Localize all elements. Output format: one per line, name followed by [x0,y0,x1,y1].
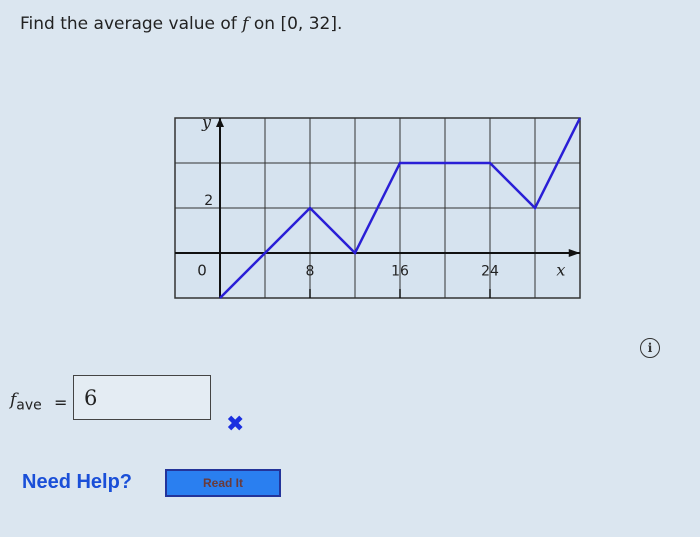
x-axis-arrow [568,249,580,257]
answer-input[interactable] [73,375,211,420]
question-text: Find the average value of f on [0, 32]. [20,14,343,34]
y-axis-label: y [201,113,212,132]
x-axis-label: x [556,261,565,280]
y-axis-arrow [216,118,224,127]
x-mark-icon: ✖ [226,412,245,437]
x-tick-label: 24 [481,264,499,280]
equals-sign: = [54,393,68,412]
x-tick-label: 16 [391,264,409,280]
y-tick-label: 2 [204,193,213,209]
fave-label: fave [10,390,42,414]
read-it-button[interactable]: Read It [165,469,281,497]
origin-label: 0 [197,262,207,280]
info-icon[interactable]: i [640,338,660,358]
x-tick-label: 8 [306,264,315,280]
need-help-label: Need Help? [22,471,133,493]
function-line [219,117,582,299]
